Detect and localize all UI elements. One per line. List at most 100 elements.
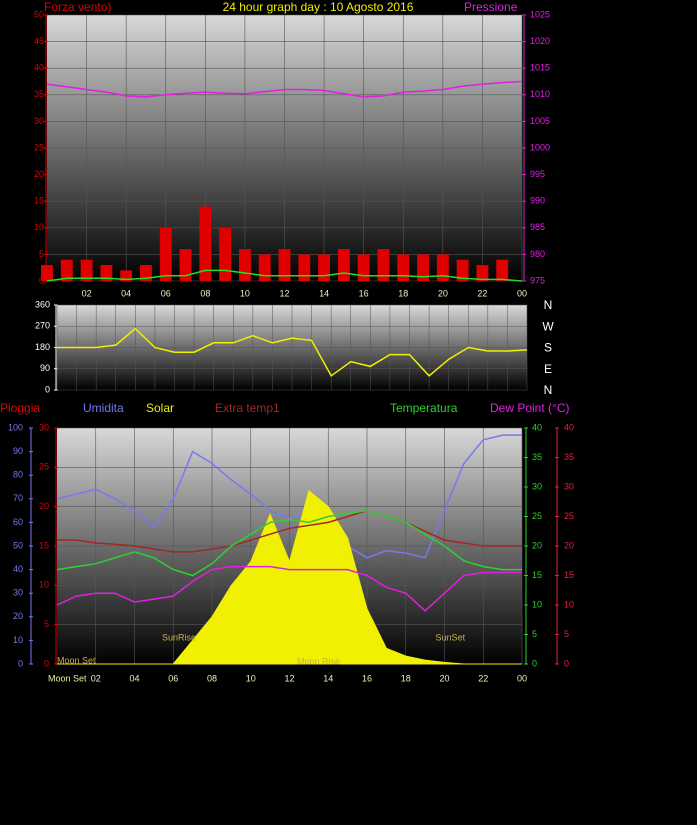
y4-tick-label: 15 xyxy=(564,570,574,580)
x-tick-label: 02 xyxy=(82,288,92,298)
bar xyxy=(238,249,251,281)
bar xyxy=(298,254,311,281)
y-tick-label: 25 xyxy=(34,142,44,152)
annotation: SunSet xyxy=(436,632,466,642)
y2-tick-label: 0 xyxy=(532,658,537,668)
y3-tick-label: 40 xyxy=(13,564,23,574)
x-tick-label: 10 xyxy=(240,288,250,298)
x-label: Moon Set xyxy=(48,673,87,683)
y-tick-label: 0 xyxy=(44,658,49,668)
y-tick-label: 15 xyxy=(39,540,49,550)
x-tick-label: 04 xyxy=(121,288,131,298)
y-tick-label: 360 xyxy=(35,299,50,309)
x-tick-label: 00 xyxy=(517,673,527,683)
line xyxy=(46,80,523,98)
y4-tick-label: 0 xyxy=(564,658,569,668)
y3-tick-label: 0 xyxy=(18,658,23,668)
y-tick-label: 35 xyxy=(34,89,44,99)
y-tick-label: 20 xyxy=(39,501,49,511)
y4-tick-label: 35 xyxy=(564,452,574,462)
annotation: Moon Rise xyxy=(297,656,340,666)
y2-tick-label: 1005 xyxy=(530,116,550,126)
y2-tick-label: 25 xyxy=(532,511,542,521)
x-tick-label: 18 xyxy=(398,288,408,298)
bar xyxy=(100,265,113,281)
y2-tick-label: 40 xyxy=(532,422,542,432)
y2-tick-label: 985 xyxy=(530,222,545,232)
y2-tick-label: 5 xyxy=(532,629,537,639)
y-tick-label: 40 xyxy=(34,63,44,73)
y-label: Pioggia xyxy=(0,401,40,415)
y2-tick-label: 20 xyxy=(532,540,542,550)
bar xyxy=(417,254,429,281)
bar xyxy=(278,249,291,281)
y3-tick-label: 70 xyxy=(13,493,23,503)
x-tick-label: 14 xyxy=(323,673,333,683)
x-tick-label: 20 xyxy=(439,673,449,683)
y-label: Forza vento) xyxy=(44,0,111,14)
legend-label: Temperatura xyxy=(390,401,458,415)
bar xyxy=(60,259,73,281)
line xyxy=(57,327,528,377)
y3-tick-label: 100 xyxy=(8,422,23,432)
x-tick-label: 22 xyxy=(477,288,487,298)
line xyxy=(46,269,523,282)
y2-tick-label: 10 xyxy=(532,599,542,609)
annotation: Moon Set xyxy=(57,655,96,665)
line xyxy=(56,565,522,612)
x-tick-label: 18 xyxy=(401,673,411,683)
y-tick-label: 30 xyxy=(39,422,49,432)
bar xyxy=(41,265,53,281)
x-tick-label: 16 xyxy=(359,288,369,298)
y2-tick-label: 1025 xyxy=(530,9,550,19)
bar xyxy=(456,259,469,281)
compass-label: S xyxy=(544,341,552,355)
compass-label: W xyxy=(542,319,554,333)
line xyxy=(57,509,522,553)
bar xyxy=(199,206,212,281)
y3-tick-label: 90 xyxy=(13,446,23,456)
bar xyxy=(159,227,172,281)
y2-tick-label: 15 xyxy=(532,570,542,580)
y4-tick-label: 10 xyxy=(564,599,574,609)
bar xyxy=(496,259,509,281)
x-tick-label: 08 xyxy=(207,673,217,683)
legend-label: Solar xyxy=(146,401,174,415)
y4-tick-label: 40 xyxy=(564,422,574,432)
legend-label: Extra temp1 xyxy=(215,401,280,415)
x-tick-label: 04 xyxy=(129,673,139,683)
y3-tick-label: 30 xyxy=(13,588,23,598)
y-tick-label: 0 xyxy=(45,384,50,394)
bar xyxy=(258,254,271,281)
y3-tick-label: 60 xyxy=(13,517,23,527)
x-tick-label: 10 xyxy=(246,673,256,683)
y-tick-label: 5 xyxy=(39,249,44,259)
x-tick-label: 22 xyxy=(478,673,488,683)
y2-tick-label: 995 xyxy=(530,169,545,179)
x-tick-label: 00 xyxy=(517,288,527,298)
line xyxy=(56,434,522,559)
y-tick-label: 10 xyxy=(34,222,44,232)
y4-tick-label: 25 xyxy=(564,511,574,521)
bar xyxy=(140,265,152,281)
x-tick-label: 06 xyxy=(168,673,178,683)
y2-tick-label: 980 xyxy=(530,249,545,259)
y2-label: Pressione xyxy=(464,0,518,14)
bar xyxy=(80,259,93,281)
y2-tick-label: 975 xyxy=(530,275,545,285)
bar xyxy=(337,249,350,281)
y-tick-label: 90 xyxy=(40,363,50,373)
y-tick-label: 180 xyxy=(35,342,50,352)
legend-label: Umidita xyxy=(83,401,124,415)
compass-label: N xyxy=(544,298,553,312)
x-tick-label: 06 xyxy=(161,288,171,298)
y2-tick-label: 990 xyxy=(530,196,545,206)
y2-tick-label: 35 xyxy=(532,452,542,462)
y2-tick-label: 1020 xyxy=(530,36,550,46)
y3-tick-label: 20 xyxy=(13,611,23,621)
y4-tick-label: 5 xyxy=(564,629,569,639)
y-tick-label: 10 xyxy=(39,580,49,590)
bar xyxy=(377,249,390,281)
y2-tick-label: 1000 xyxy=(530,142,550,152)
legend-label: Dew Point (°C) xyxy=(490,401,569,415)
